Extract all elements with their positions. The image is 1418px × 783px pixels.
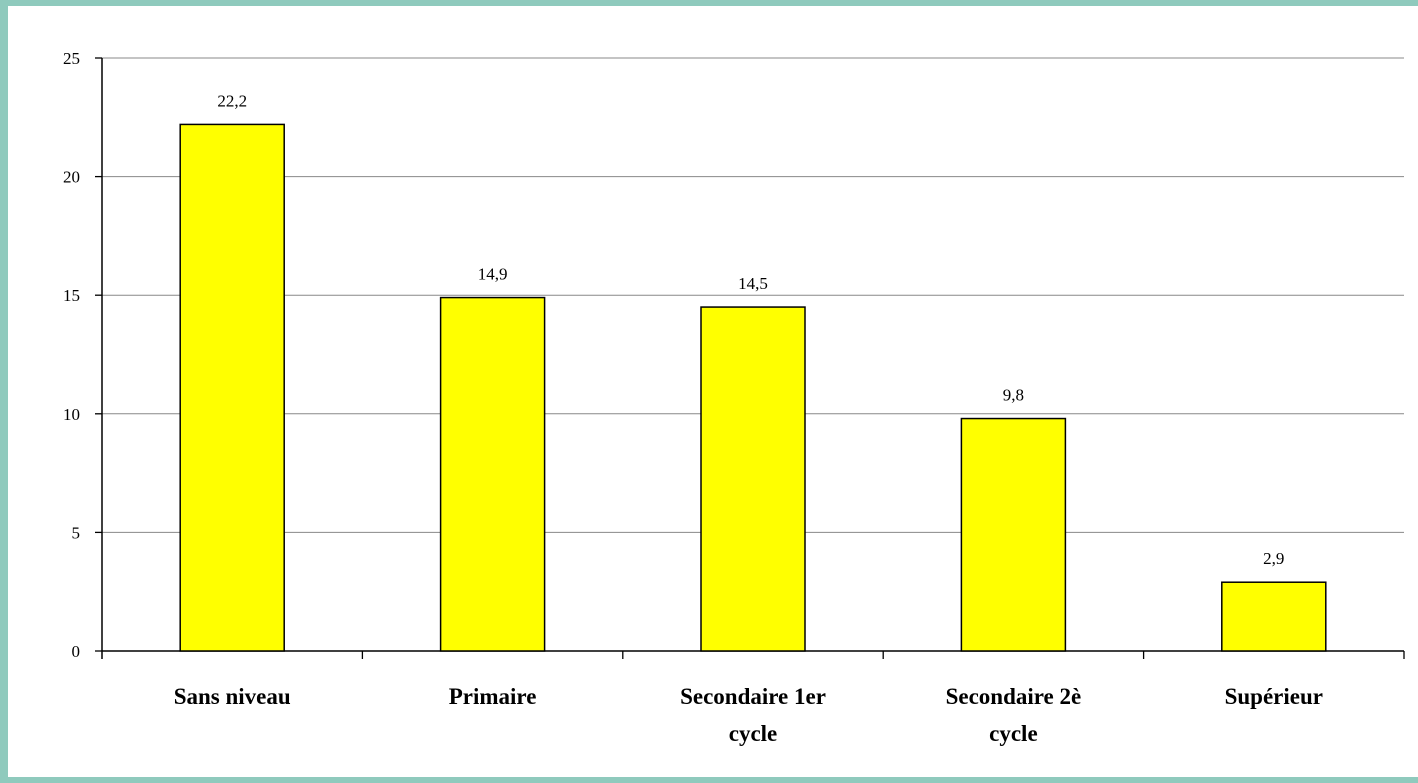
category-label-line: Sans niveau (174, 684, 291, 709)
category-label-line: cycle (729, 721, 778, 746)
category-label: Sans niveau (174, 684, 291, 709)
bar (700, 306, 806, 652)
bar (439, 296, 546, 652)
data-label: 14,9 (478, 265, 508, 284)
category-label-line: Supérieur (1225, 684, 1323, 709)
category-label-line: Primaire (449, 684, 537, 709)
category-label-line: cycle (989, 721, 1038, 746)
y-tick-label: 5 (72, 523, 81, 542)
y-tick-label: 0 (72, 642, 81, 661)
data-label: 14,5 (738, 274, 768, 293)
category-label: Supérieur (1225, 684, 1323, 709)
bar (1221, 581, 1327, 652)
bar-chart: 0 5 10 15 20 25 22,2 Sans niveau 14,9 Primaire 14,… (63, 49, 1405, 746)
y-tick-label: 15 (63, 286, 80, 305)
data-label: 2,9 (1263, 549, 1284, 568)
bar (960, 417, 1067, 652)
category-label: Primaire (449, 684, 537, 709)
bar (179, 123, 285, 652)
category-label: Secondaire 1er cycle (680, 684, 826, 746)
category-label-line: Secondaire 1er (680, 684, 826, 709)
data-label: 9,8 (1003, 386, 1024, 405)
y-tick-label: 25 (63, 49, 80, 68)
data-label: 22,2 (217, 91, 247, 110)
category-label-line: Secondaire 2è (946, 684, 1082, 709)
y-tick-label: 10 (63, 405, 80, 424)
y-tick-label: 20 (63, 168, 80, 187)
category-label: Secondaire 2è cycle (946, 684, 1082, 746)
